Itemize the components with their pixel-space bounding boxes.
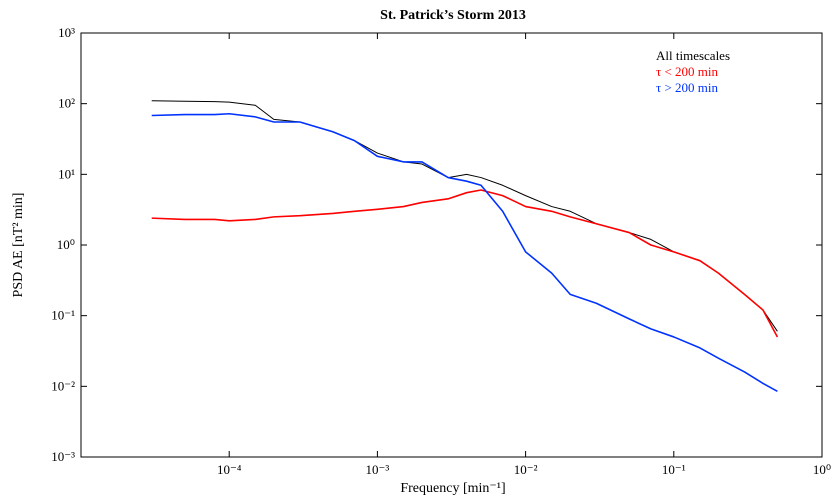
x-tick-label: 10⁻¹: [662, 462, 686, 477]
plot-frame: [80, 32, 823, 458]
y-tick-label: 10⁰: [57, 237, 75, 252]
x-axis-label: Frequency [min⁻¹]: [400, 481, 505, 496]
y-tick-label: 10¹: [58, 166, 75, 181]
x-tick-label: 10⁻⁴: [217, 462, 242, 477]
y-tick-label: 10⁻³: [51, 449, 75, 464]
x-tick-label: 10⁻²: [514, 462, 538, 477]
y-axis-label: PSD AE [nT² min]: [11, 193, 26, 298]
chart-title: St. Patrick’s Storm 2013: [380, 8, 526, 23]
series-line: [151, 100, 778, 332]
y-tick-label: 10⁻²: [51, 378, 75, 393]
legend-entry: τ < 200 min: [656, 64, 719, 79]
y-tick-label: 10⁻¹: [51, 308, 75, 323]
legend-entry: All timescales: [656, 48, 730, 63]
legend-entry: τ > 200 min: [656, 80, 719, 95]
x-tick-label: 10⁻³: [366, 462, 390, 477]
x-tick-label: 10⁰: [813, 462, 831, 477]
y-tick-label: 10²: [58, 96, 75, 111]
series-line: [151, 112, 778, 393]
series-line: [151, 189, 779, 338]
y-tick-label: 10³: [58, 25, 75, 40]
